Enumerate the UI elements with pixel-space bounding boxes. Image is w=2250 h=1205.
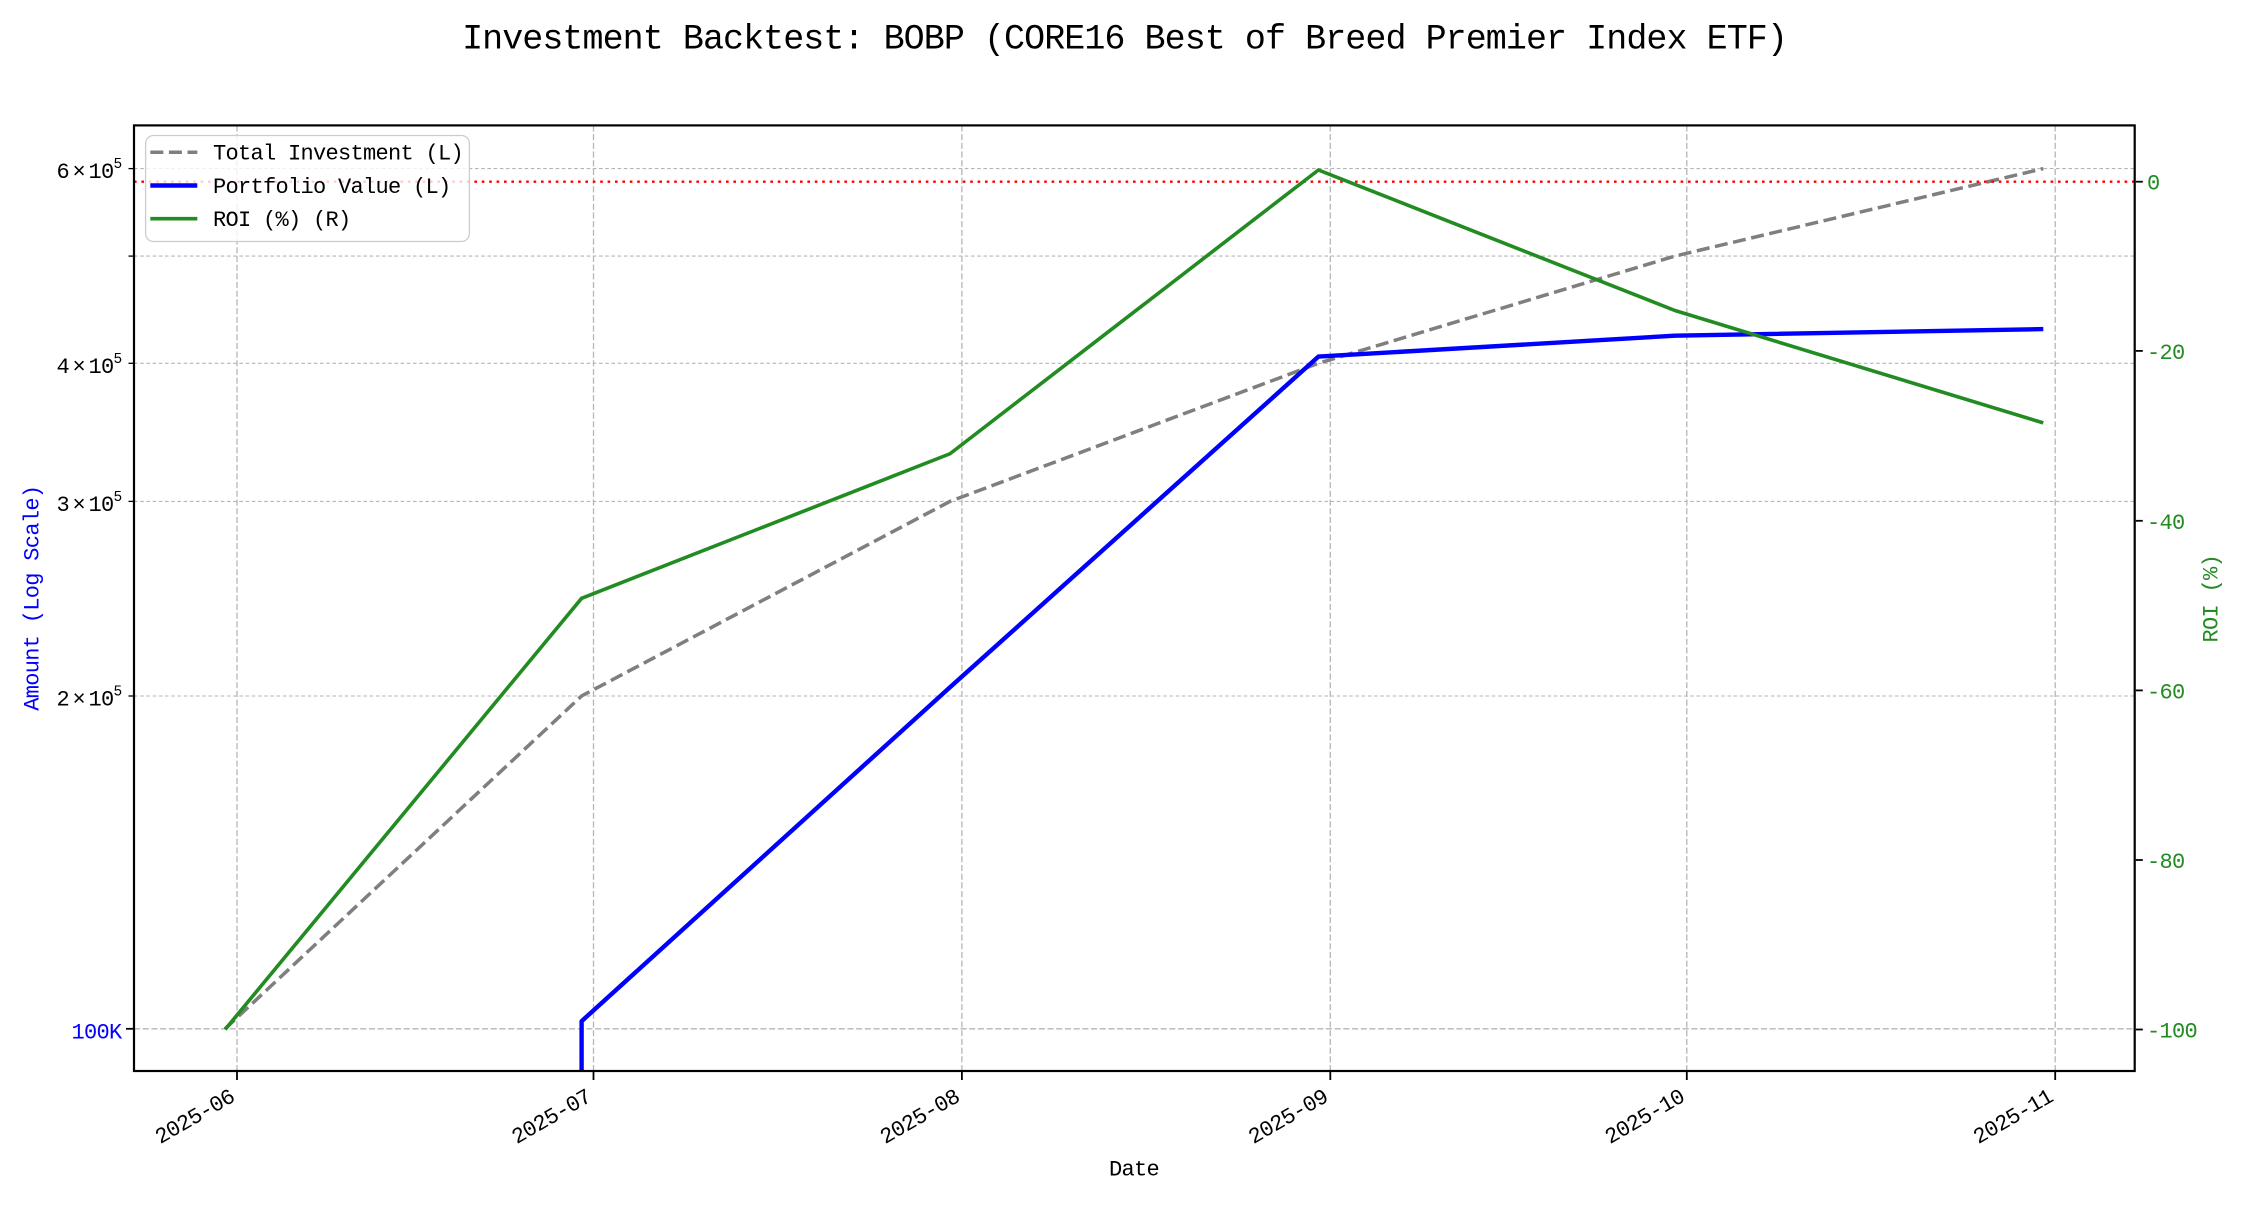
svg-text:3×105: 3 × 105 (56, 490, 121, 518)
svg-text:-20: -20 (2147, 341, 2185, 366)
svg-text:ROI (%): ROI (%) (2200, 555, 2225, 643)
svg-text:100K: 100K (71, 1020, 123, 1045)
svg-text:Date: Date (1109, 1157, 1159, 1182)
svg-text:0: 0 (2147, 172, 2160, 197)
svg-text:-80: -80 (2147, 850, 2185, 875)
svg-text:-100: -100 (2147, 1020, 2197, 1045)
svg-text:Amount (Log Scale): Amount (Log Scale) (21, 486, 46, 711)
svg-text:4×105: 4 × 105 (56, 352, 121, 380)
svg-text:2×105: 2 × 105 (56, 685, 121, 713)
svg-text:Investment Backtest: BOBP (COR: Investment Backtest: BOBP (CORE16 Best o… (462, 20, 1787, 60)
svg-text:6×105: 6 × 105 (56, 157, 121, 185)
svg-text:Portfolio Value (L): Portfolio Value (L) (213, 175, 451, 200)
svg-text:Total Investment (L): Total Investment (L) (213, 142, 463, 167)
svg-text:-60: -60 (2147, 680, 2185, 705)
svg-text:-40: -40 (2147, 511, 2185, 536)
svg-text:ROI (%) (R): ROI (%) (R) (213, 208, 351, 233)
